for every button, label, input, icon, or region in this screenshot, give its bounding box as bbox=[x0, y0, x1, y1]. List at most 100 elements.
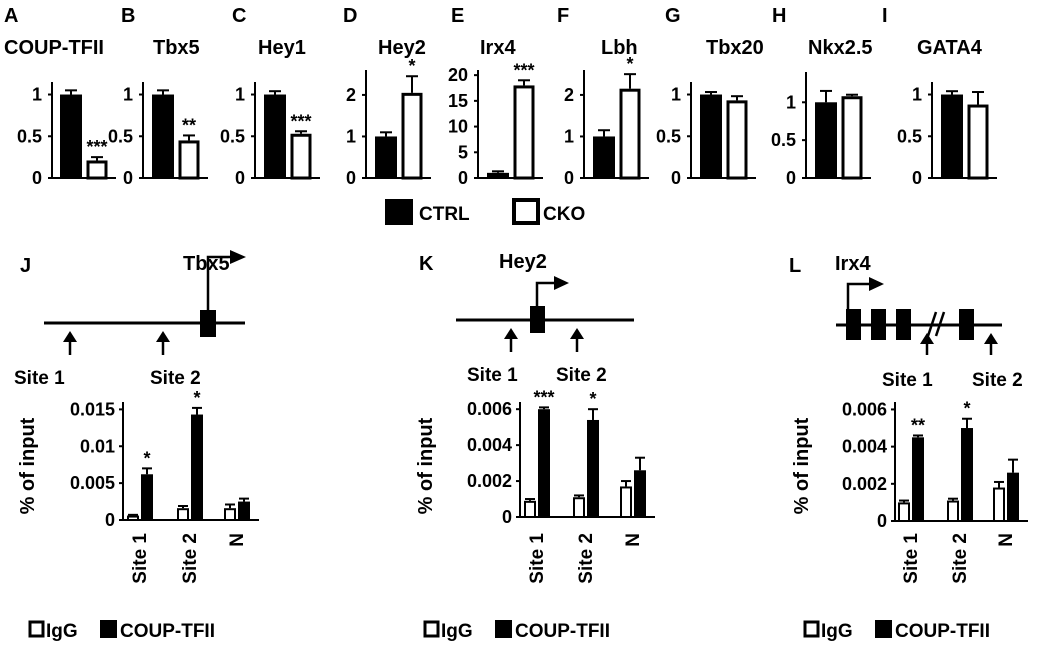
panel-letter: J bbox=[20, 255, 31, 277]
chart-panel-i: I GATA4 0 0.5 1 bbox=[882, 5, 997, 188]
y-tick-label: 10 bbox=[448, 117, 468, 137]
tss-arrow bbox=[535, 281, 556, 306]
bar-cko bbox=[86, 160, 108, 180]
legend-bottom: IgG COUP-TFII bbox=[423, 620, 610, 642]
bar-cko bbox=[178, 140, 200, 180]
site1-arrowhead bbox=[920, 333, 934, 344]
significance-label: * bbox=[589, 389, 596, 409]
chart-panel-e: E Irx4 0 5 10 15 20 *** bbox=[448, 5, 543, 188]
legend-top: CTRL CKO bbox=[385, 198, 585, 225]
panel-letter: A bbox=[4, 5, 18, 27]
bar-coup-tfii bbox=[587, 419, 599, 517]
y-tick-label: 1 bbox=[123, 85, 133, 105]
bar-igg bbox=[620, 486, 632, 518]
significance-label: * bbox=[193, 388, 200, 408]
x-tick-label: Site 2 bbox=[950, 533, 971, 584]
y-tick-label: 1 bbox=[564, 126, 574, 146]
legend-coup-swatch bbox=[875, 620, 892, 638]
y-tick-label: 0 bbox=[786, 168, 796, 188]
site1-arrowhead bbox=[63, 331, 77, 342]
bar-ctrl bbox=[264, 94, 286, 178]
tss-arrowhead bbox=[230, 250, 246, 264]
exon-box bbox=[530, 306, 545, 333]
y-tick-label: 0 bbox=[564, 168, 574, 188]
significance-label: ** bbox=[182, 115, 196, 135]
bar-igg bbox=[177, 508, 189, 522]
significance-label: ** bbox=[911, 415, 925, 435]
legend-cko-label: CKO bbox=[543, 204, 585, 225]
chart-panel-l: L Irx4 Site 1 Site 2 % of input 0 0.002 0.004 0.… bbox=[789, 253, 1028, 642]
significance-label: * bbox=[143, 448, 150, 468]
chart-panel-f: F Lbh 0 1 2 * bbox=[557, 5, 649, 188]
legend-igg-swatch bbox=[28, 620, 45, 638]
bar-coup-tfii bbox=[238, 501, 250, 520]
y-tick-label: 0.015 bbox=[70, 399, 115, 419]
site-label: Site 1 bbox=[467, 365, 518, 386]
y-tick-label: 1 bbox=[786, 92, 796, 112]
tss-arrowhead bbox=[869, 277, 884, 291]
exon-box bbox=[871, 309, 886, 340]
bar-cko bbox=[290, 133, 312, 180]
exon-box bbox=[200, 310, 216, 337]
legend-igg-label: IgG bbox=[46, 621, 78, 642]
y-tick-label: 15 bbox=[448, 91, 468, 111]
y-tick-label: 1 bbox=[912, 85, 922, 105]
legend-coup-label: COUP-TFII bbox=[515, 621, 610, 642]
bar-igg bbox=[127, 515, 139, 522]
significance-label: * bbox=[963, 399, 970, 419]
chart-title: Hey2 bbox=[378, 37, 426, 59]
chart-title: Tbx20 bbox=[706, 37, 764, 59]
break-mark bbox=[926, 311, 938, 337]
legend-ctrl-label: CTRL bbox=[419, 204, 470, 225]
y-tick-label: 0 bbox=[502, 507, 512, 527]
chart-title: Hey1 bbox=[258, 37, 306, 59]
y-tick-label: 0.006 bbox=[467, 399, 512, 419]
x-tick-label: Site 2 bbox=[180, 533, 201, 584]
bar-coup-tfii bbox=[191, 414, 203, 520]
panel-letter: E bbox=[451, 5, 464, 27]
y-tick-label: 5 bbox=[458, 142, 468, 162]
exon-box bbox=[959, 309, 974, 340]
chart-title: Tbx5 bbox=[153, 37, 200, 59]
site-label: Site 1 bbox=[882, 370, 933, 391]
chart-title: Lbh bbox=[601, 37, 638, 59]
chart-title: GATA4 bbox=[917, 37, 983, 59]
y-tick-label: 0 bbox=[123, 168, 133, 188]
x-tick-label: Site 2 bbox=[576, 533, 597, 584]
chart-panel-g: G Tbx20 0 0.5 1 bbox=[656, 5, 764, 188]
legend-coup-swatch bbox=[495, 620, 512, 638]
significance-label: *** bbox=[533, 387, 554, 407]
panel-letter: B bbox=[121, 5, 135, 27]
y-tick-label: 0.005 bbox=[70, 473, 115, 493]
y-tick-label: 0 bbox=[458, 168, 468, 188]
bar-coup-tfii bbox=[961, 428, 973, 521]
bar-igg bbox=[224, 508, 236, 522]
legend-igg-label: IgG bbox=[441, 621, 473, 642]
y-tick-label: 1 bbox=[346, 126, 356, 146]
bar-ctrl bbox=[941, 94, 963, 178]
panel-letter: D bbox=[343, 5, 357, 27]
site-label: Site 2 bbox=[150, 368, 201, 389]
x-tick-label: Site 1 bbox=[130, 533, 151, 584]
bar-cko bbox=[513, 85, 535, 180]
significance-label: *** bbox=[513, 60, 534, 80]
chart-panel-k: K Hey2 Site 1 Site 2 % of input 0 0.002 0.004 0.… bbox=[415, 251, 655, 642]
gene-label: Tbx5 bbox=[183, 253, 230, 275]
bar-igg bbox=[993, 487, 1005, 522]
y-tick-label: 0.5 bbox=[771, 130, 796, 150]
y-tick-label: 0.5 bbox=[108, 126, 133, 146]
tss-arrow bbox=[846, 282, 871, 309]
y-tick-label: 20 bbox=[448, 65, 468, 85]
chart-panel-d: D Hey2 0 1 2 * bbox=[343, 5, 431, 188]
bar-coup-tfii bbox=[912, 437, 924, 521]
bar-ctrl bbox=[593, 136, 615, 178]
y-tick-label: 0.002 bbox=[467, 471, 512, 491]
exon-box bbox=[896, 309, 911, 340]
x-tick-label: Site 1 bbox=[527, 533, 548, 584]
y-tick-label: 0.5 bbox=[17, 126, 42, 146]
bar-coup-tfii bbox=[141, 474, 153, 520]
y-tick-label: 1 bbox=[32, 85, 42, 105]
legend-coup-swatch bbox=[100, 620, 117, 638]
bar-igg bbox=[898, 502, 910, 522]
site2-arrowhead bbox=[570, 328, 584, 339]
